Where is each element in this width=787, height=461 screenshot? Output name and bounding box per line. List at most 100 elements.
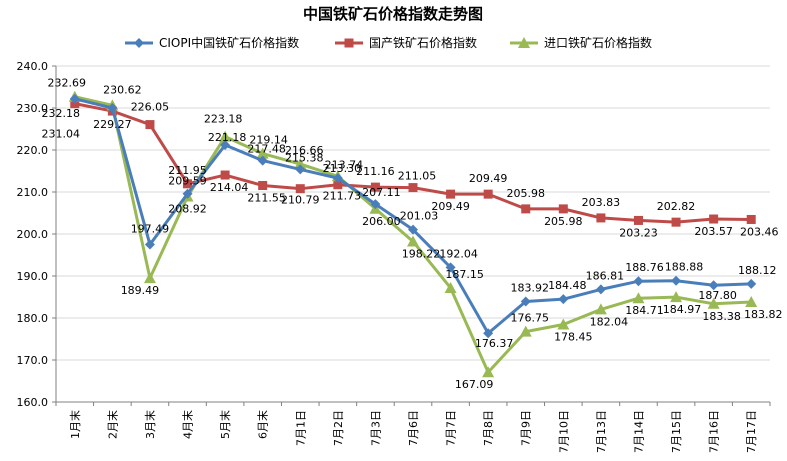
- data-point: [632, 292, 645, 304]
- data-label: 209.59: [168, 175, 207, 188]
- legend-label: 进口铁矿石价格指数: [544, 35, 652, 50]
- legend-marker: [518, 37, 530, 48]
- legend-item: 进口铁矿石价格指数: [510, 35, 652, 50]
- data-label: 183.92: [510, 282, 549, 295]
- x-tick-label: 2月末: [105, 410, 119, 439]
- y-tick-label: 210.0: [17, 186, 49, 199]
- y-tick-label: 200.0: [17, 228, 49, 241]
- data-label: 188.76: [625, 261, 664, 274]
- data-label: 188.88: [665, 261, 704, 274]
- data-point: [220, 140, 231, 151]
- data-label: 213.30: [323, 162, 362, 175]
- data-label: 203.57: [694, 225, 733, 238]
- data-label: 205.98: [544, 215, 583, 228]
- data-label: 208.92: [168, 203, 207, 216]
- data-point: [483, 189, 493, 199]
- data-point: [595, 284, 606, 295]
- series-0: [69, 93, 757, 339]
- data-label: 230.62: [103, 83, 142, 96]
- data-point: [445, 262, 456, 273]
- data-label: 205.98: [506, 187, 545, 200]
- data-label: 167.09: [455, 378, 494, 391]
- data-label: 226.05: [131, 101, 170, 114]
- data-label: 187.80: [698, 289, 737, 302]
- data-point: [295, 184, 305, 194]
- data-label: 211.73: [323, 190, 362, 203]
- legend-marker: [134, 38, 144, 48]
- data-label: 203.83: [582, 196, 621, 209]
- data-label: 183.38: [702, 310, 741, 323]
- data-point: [256, 147, 269, 159]
- data-point: [746, 278, 757, 289]
- data-point: [144, 239, 155, 250]
- data-point: [708, 280, 719, 291]
- data-label: 203.46: [740, 225, 779, 238]
- data-point: [671, 275, 682, 286]
- data-label: 211.55: [247, 191, 286, 204]
- legend-item: CIOPI中国铁矿石价格指数: [125, 35, 299, 50]
- data-label: 182.04: [590, 315, 629, 328]
- x-tick-label: 7月2日: [332, 410, 345, 446]
- x-tick-label: 7月9日: [520, 410, 533, 446]
- x-tick-label: 7月1日: [294, 410, 307, 446]
- data-point: [519, 325, 532, 337]
- data-label: 188.12: [738, 264, 777, 277]
- data-point: [370, 199, 381, 210]
- data-label: 223.18: [204, 113, 243, 126]
- x-tick-label: 7月13日: [595, 410, 608, 453]
- x-tick-label: 7月8日: [482, 410, 495, 446]
- x-tick-label: 7月6日: [407, 410, 420, 446]
- data-label: 202.82: [657, 200, 696, 213]
- data-point: [633, 215, 643, 225]
- data-point: [444, 281, 457, 293]
- data-label: 186.81: [586, 269, 625, 282]
- data-point: [220, 170, 230, 180]
- data-point: [483, 328, 494, 339]
- x-tick-label: 5月末: [218, 410, 232, 439]
- data-label: 209.49: [431, 200, 470, 213]
- data-label: 217.48: [247, 143, 286, 156]
- data-label: 178.45: [554, 331, 593, 344]
- data-point: [557, 318, 570, 330]
- data-point: [671, 217, 681, 227]
- data-point: [408, 183, 418, 193]
- data-label: 232.69: [48, 77, 87, 90]
- x-tick-label: 7月17日: [745, 410, 758, 453]
- data-label: 229.27: [93, 118, 132, 131]
- data-labels: 232.18 197.49 209.59 221.18217.48215.38213.…: [42, 77, 783, 392]
- x-tick-label: 6月末: [256, 410, 270, 439]
- data-label: 192.04: [439, 247, 478, 260]
- data-label: 197.49: [131, 223, 170, 236]
- data-point: [294, 158, 307, 170]
- legend: CIOPI中国铁矿石价格指数 国产铁矿石价格指数 进口铁矿石价格指数: [125, 35, 652, 50]
- data-point: [633, 276, 644, 287]
- data-label: 207.11: [362, 186, 401, 199]
- data-point: [446, 189, 456, 199]
- data-label: 215.38: [285, 151, 324, 164]
- data-label: 209.49: [469, 172, 508, 185]
- data-point: [482, 366, 495, 378]
- data-label: 201.03: [400, 210, 439, 223]
- data-label: 176.75: [510, 312, 549, 325]
- x-tick-label: 7月14日: [632, 410, 645, 453]
- data-label: 184.71: [625, 304, 664, 317]
- data-point: [258, 180, 268, 190]
- y-tick-label: 230.0: [17, 102, 49, 115]
- data-label: 213.74: [325, 158, 364, 171]
- x-tick-label: 1月末: [68, 410, 82, 439]
- data-point: [143, 272, 156, 284]
- data-label: 184.48: [548, 279, 587, 292]
- chart-title: 中国铁矿石价格指数走势图: [303, 5, 483, 23]
- data-label: 184.97: [663, 303, 702, 316]
- data-label: 187.15: [445, 268, 484, 281]
- y-tick-label: 240.0: [17, 60, 49, 73]
- data-point: [407, 235, 419, 247]
- data-label: 183.82: [744, 308, 783, 321]
- data-label: 211.05: [398, 170, 437, 183]
- data-label: 231.04: [42, 128, 81, 141]
- data-point: [183, 179, 193, 189]
- data-label: 221.18: [208, 131, 247, 144]
- y-tick-label: 220.0: [17, 144, 49, 157]
- y-tick-label: 190.0: [17, 270, 49, 283]
